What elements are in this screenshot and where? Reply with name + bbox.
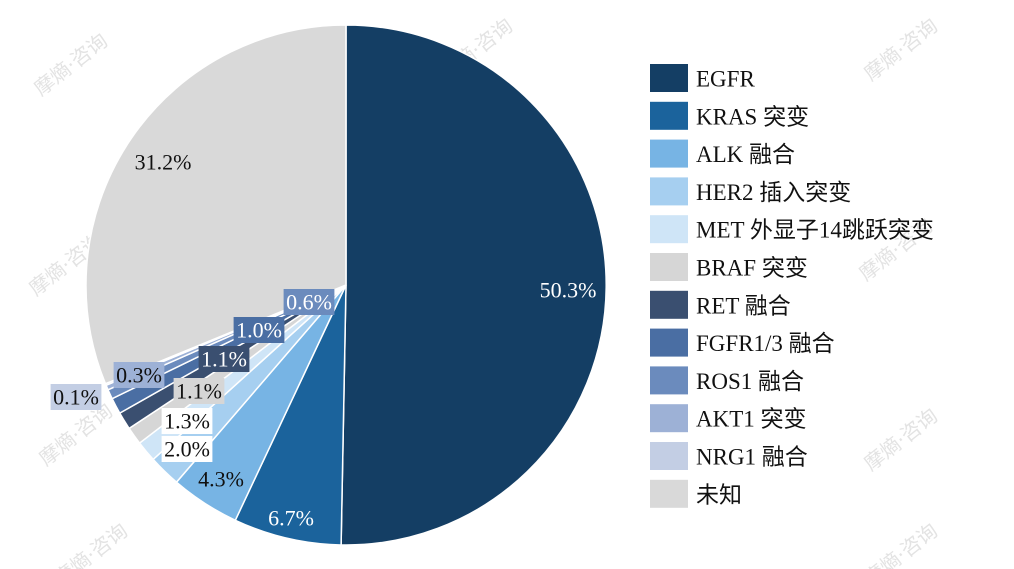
legend-item-nrg1-10: NRG1 融合	[650, 442, 808, 470]
data-label-alk-2: 4.3%	[198, 467, 244, 492]
legend-swatch	[650, 101, 688, 130]
legend-label: AKT1 突变	[696, 407, 807, 432]
legend-swatch	[650, 64, 688, 92]
data-label-bg-8	[283, 289, 335, 315]
legend-label: BRAF 突变	[696, 256, 808, 281]
legend-label: NRG1 融合	[696, 445, 808, 470]
watermark-text: 摩熵·咨询	[49, 518, 132, 569]
data-label-bg-7	[233, 317, 285, 343]
data-label-egfr-0: 50.3%	[540, 278, 597, 303]
data-label-bg-6	[198, 346, 250, 372]
legend-swatch	[650, 139, 688, 168]
legend-label: ALK 融合	[696, 142, 795, 167]
legend-swatch	[650, 290, 688, 319]
pie-labels: 50.3% 6.7% 4.3% 2.0% 1.3% 1.1% 1.1% 1.0%0.6% 0.3…	[50, 150, 597, 531]
legend-swatch	[650, 328, 688, 357]
legend-item-akt1-9: AKT1 突变	[650, 404, 807, 433]
legend-item-alk-2: ALK 融合	[650, 139, 795, 168]
data-label-bg-10	[50, 384, 102, 410]
data-label-ret-6: 1.1%	[201, 347, 247, 372]
legend-label: KRAS 突变	[696, 104, 809, 129]
legend-item-braf-5: BRAF 突变	[650, 253, 808, 281]
legend-item-kras-1: KRAS 突变	[650, 101, 809, 130]
data-label-fgfr1-3-7: 1.0%	[236, 318, 282, 343]
data-label-unknown-11: 31.2%	[135, 150, 192, 175]
legend-item-ros1-8: ROS1 融合	[650, 366, 804, 395]
legend-label: HER2 插入突变	[696, 180, 851, 205]
legend-label: MET 外显子14跳跃突变	[696, 218, 934, 243]
watermark-text: 摩熵·咨询	[859, 13, 942, 85]
legend-label: RET 融合	[696, 293, 791, 318]
legend: EGFR KRAS 突变 ALK 融合 HER2 插入突变 MET 外显子14跳跃突变 B…	[650, 64, 934, 508]
legend-item-met-14-4: MET 外显子14跳跃突变	[650, 215, 934, 244]
data-label-braf-5: 1.1%	[176, 379, 222, 404]
legend-swatch	[650, 404, 688, 433]
watermark-text: 摩熵·咨询	[859, 403, 942, 475]
legend-swatch	[650, 366, 688, 395]
data-label-her2-3: 2.0%	[164, 437, 210, 462]
legend-label: 未知	[696, 482, 742, 507]
legend-swatch	[650, 479, 688, 508]
legend-item-egfr-0: EGFR	[650, 64, 755, 92]
legend-label: ROS1 融合	[696, 369, 804, 394]
data-label-akt1-9: 0.3%	[116, 363, 162, 388]
data-label-met-14-4: 1.3%	[164, 409, 210, 434]
legend-item-her2-3: HER2 插入突变	[650, 177, 851, 206]
pie-slices	[85, 24, 607, 546]
data-label-bg-9	[113, 362, 165, 388]
legend-swatch	[650, 253, 688, 281]
data-label-bg-3	[161, 436, 213, 462]
legend-label: EGFR	[696, 67, 755, 92]
data-label-bg-5	[173, 378, 225, 404]
data-label-ros1-8: 0.6%	[286, 290, 332, 315]
legend-swatch	[650, 215, 688, 244]
data-label-nrg1-10: 0.1%	[53, 385, 99, 410]
legend-swatch	[650, 442, 688, 470]
pie-slice-egfr-0	[340, 24, 607, 546]
watermark-text: 摩熵·咨询	[29, 28, 112, 100]
legend-item-unknown-11: 未知	[650, 479, 742, 508]
legend-label: FGFR1/3 融合	[696, 331, 835, 356]
legend-item-ret-6: RET 融合	[650, 290, 791, 319]
watermark-text: 摩熵·咨询	[859, 518, 942, 569]
pie-slice-kras-1	[234, 284, 347, 546]
pie-slice-unknown-11	[85, 24, 347, 385]
legend-swatch	[650, 177, 688, 206]
data-label-bg-4	[161, 408, 213, 434]
legend-item-fgfr1-3-7: FGFR1/3 融合	[650, 328, 835, 357]
data-label-kras-1: 6.7%	[268, 506, 314, 531]
